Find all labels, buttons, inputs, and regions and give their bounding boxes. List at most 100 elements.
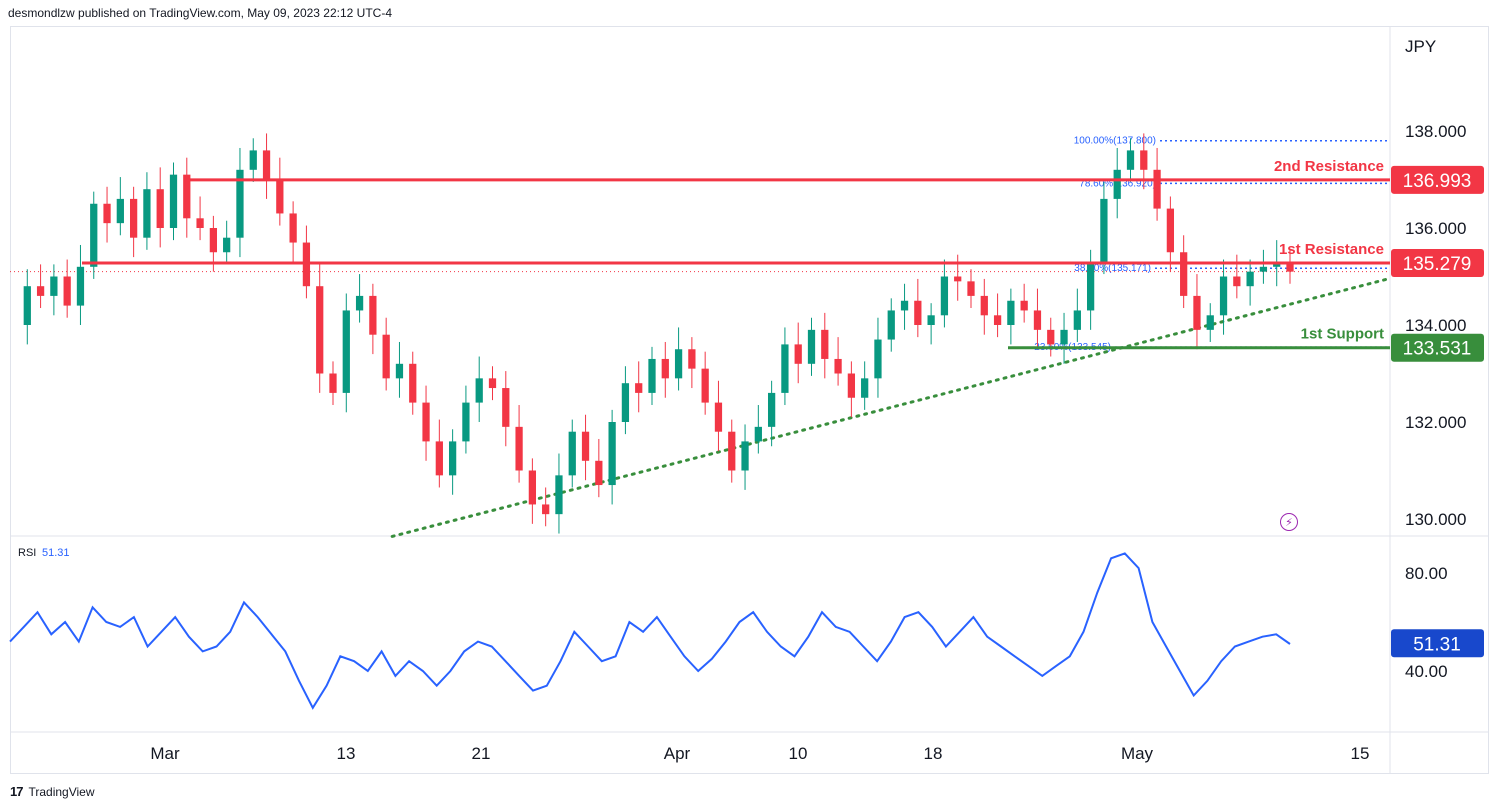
candle-body xyxy=(1060,329,1068,345)
candle-body xyxy=(129,198,138,238)
candle-body xyxy=(900,300,909,311)
candle-body xyxy=(369,295,377,335)
time-tick-label: 18 xyxy=(924,744,943,763)
candle-body xyxy=(821,329,829,359)
sr-level-label: 2nd Resistance xyxy=(1274,158,1384,175)
candle-body xyxy=(36,286,45,296)
time-tick-label: 15 xyxy=(1351,744,1370,763)
candle-body xyxy=(714,402,723,432)
time-tick-label: Mar xyxy=(150,744,180,763)
candle-body xyxy=(475,378,483,403)
price-badge xyxy=(1391,165,1484,194)
rsi-label: RSI xyxy=(18,547,36,559)
candle-body xyxy=(741,441,749,471)
candle-body xyxy=(103,203,111,224)
candle-body xyxy=(23,286,31,325)
sr-level-label: 1st Support xyxy=(1301,326,1384,343)
time-tick-label: Apr xyxy=(664,744,691,763)
candle-body xyxy=(502,388,510,427)
candle-body xyxy=(488,378,497,389)
candle-body xyxy=(462,402,470,442)
candle-body xyxy=(329,373,337,393)
candle-body xyxy=(1259,266,1268,272)
fib-level-label: 100.00%(137.800) xyxy=(1074,136,1156,147)
candle-body xyxy=(847,373,856,398)
candle-body xyxy=(993,315,1002,325)
price-tick-label: 134.000 xyxy=(1405,316,1466,335)
chart-frame xyxy=(10,26,1489,774)
candle-body xyxy=(728,431,736,471)
candle-body xyxy=(1286,261,1294,272)
candle-body xyxy=(648,358,656,393)
price-badge-value: 133.531 xyxy=(1403,339,1472,360)
candle-body xyxy=(528,470,537,505)
candle-body xyxy=(967,281,975,296)
candle-body xyxy=(1100,198,1108,262)
candle-body xyxy=(422,402,430,442)
rsi-tick-label: 40.00 xyxy=(1405,662,1448,681)
rsi-value-label: 51.31 xyxy=(42,547,70,559)
currency-label: JPY xyxy=(1405,37,1436,56)
time-tick-label: 21 xyxy=(472,744,491,763)
candle-body xyxy=(767,392,776,427)
candle-body xyxy=(382,334,390,379)
candle-body xyxy=(289,213,297,243)
candle-body xyxy=(861,378,869,398)
candle-body xyxy=(276,179,284,214)
candle-body xyxy=(515,426,523,471)
price-badge-value: 135.279 xyxy=(1403,254,1472,275)
candle-body xyxy=(196,218,204,228)
candle-body xyxy=(1033,310,1042,330)
candle-body xyxy=(701,368,709,403)
price-tick-label: 132.000 xyxy=(1405,413,1466,432)
candle-body xyxy=(595,460,603,486)
fib-level-label: 38.20%(135.171) xyxy=(1074,263,1151,274)
candle-body xyxy=(395,363,404,379)
candle-body xyxy=(940,276,949,316)
candle-body xyxy=(568,431,576,476)
candle-body xyxy=(980,295,988,316)
candle-body xyxy=(1047,329,1055,345)
price-badge xyxy=(1391,333,1484,362)
candle-body xyxy=(688,349,696,369)
candle-body xyxy=(1126,150,1135,170)
candle-body xyxy=(342,310,350,393)
candle-body xyxy=(834,358,842,374)
candle-body xyxy=(355,295,364,311)
footer-brand: TradingView xyxy=(28,784,95,799)
time-tick-label: 13 xyxy=(337,744,356,763)
price-tick-label: 138.000 xyxy=(1405,122,1466,141)
candle-body xyxy=(1007,300,1015,325)
candle-body xyxy=(608,422,616,486)
lightning-icon[interactable]: ⚡ xyxy=(1280,513,1298,531)
candle-body xyxy=(954,276,962,282)
candle-body xyxy=(249,150,257,170)
candle-body xyxy=(1166,208,1175,253)
candle-body xyxy=(927,315,935,325)
candle-body xyxy=(1193,295,1201,330)
rsi-line xyxy=(9,552,1291,710)
candle-body xyxy=(1219,276,1228,316)
candle-body xyxy=(116,198,124,224)
time-tick-label: May xyxy=(1121,744,1154,763)
publisher-header: desmondlzw published on TradingView.com,… xyxy=(8,6,392,20)
candle-body xyxy=(223,237,231,253)
candle-body xyxy=(807,329,816,364)
candle-body xyxy=(316,286,324,374)
candle-body xyxy=(581,431,590,461)
candle-body xyxy=(781,344,789,393)
rsi-badge xyxy=(1391,629,1484,658)
sr-level-label: 1st Resistance xyxy=(1279,241,1384,258)
candle-body xyxy=(76,266,85,306)
candle-body xyxy=(50,276,58,296)
candle-body xyxy=(874,339,882,379)
candle-body xyxy=(1140,150,1148,170)
candle-body xyxy=(435,441,443,476)
rsi-badge-value: 51.31 xyxy=(1413,634,1461,655)
candle-body xyxy=(1073,310,1081,330)
candle-body xyxy=(1246,271,1254,287)
time-tick-label: 10 xyxy=(789,744,808,763)
price-badge xyxy=(1391,248,1484,277)
candle-body xyxy=(90,203,98,267)
